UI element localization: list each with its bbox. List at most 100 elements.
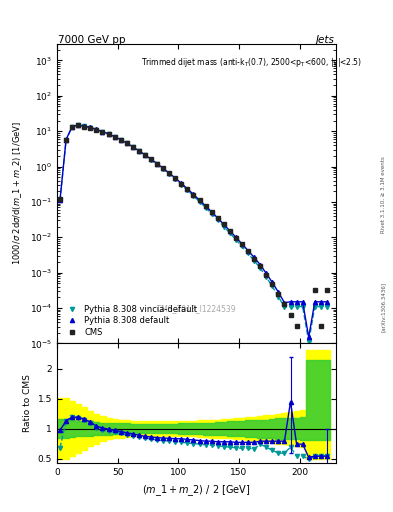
Y-axis label: Ratio to CMS: Ratio to CMS: [23, 374, 32, 432]
Pythia 8.308 vincia-default: [149, 157, 153, 163]
Text: Trimmed dijet mass (anti-k$_{\rm T}$(0.7), 2500<p$_{\rm T}$<600, |y|<2.5): Trimmed dijet mass (anti-k$_{\rm T}$(0.7…: [141, 55, 362, 69]
CMS: [94, 126, 99, 133]
CMS: [307, 358, 311, 364]
Pythia 8.308 vincia-default: [307, 339, 311, 345]
Pythia 8.308 vincia-default: [233, 237, 238, 243]
Pythia 8.308 default: [312, 298, 317, 305]
Pythia 8.308 default: [288, 298, 293, 305]
Pythia 8.308 vincia-default: [161, 166, 165, 172]
X-axis label: $(m\_1 + m\_2)$ / 2 [GeV]: $(m\_1 + m\_2)$ / 2 [GeV]: [142, 483, 251, 498]
Pythia 8.308 default: [233, 234, 238, 240]
Pythia 8.308 default: [215, 215, 220, 221]
CMS: [173, 176, 178, 182]
CMS: [264, 272, 269, 278]
CMS: [325, 287, 329, 293]
Pythia 8.308 vincia-default: [270, 283, 275, 289]
Pythia 8.308 default: [191, 191, 196, 198]
CMS: [233, 234, 238, 241]
Pythia 8.308 default: [130, 144, 135, 150]
Pythia 8.308 vincia-default: [185, 187, 190, 193]
Pythia 8.308 default: [228, 228, 232, 234]
CMS: [270, 281, 275, 287]
Pythia 8.308 vincia-default: [258, 265, 263, 271]
Text: [arXiv:1306.3436]: [arXiv:1306.3436]: [381, 282, 386, 332]
Pythia 8.308 vincia-default: [70, 124, 75, 130]
Pythia 8.308 vincia-default: [282, 304, 287, 310]
Pythia 8.308 default: [252, 254, 257, 261]
CMS: [149, 156, 153, 162]
CMS: [76, 122, 81, 129]
CMS: [318, 323, 323, 329]
CMS: [203, 203, 208, 209]
CMS: [185, 186, 190, 192]
Pythia 8.308 vincia-default: [264, 274, 269, 280]
Pythia 8.308 default: [318, 298, 323, 305]
Pythia 8.308 vincia-default: [167, 171, 172, 177]
Pythia 8.308 vincia-default: [203, 204, 208, 210]
Pythia 8.308 vincia-default: [294, 304, 299, 310]
CMS: [191, 191, 196, 198]
Pythia 8.308 vincia-default: [246, 250, 250, 257]
CMS: [312, 287, 317, 293]
Pythia 8.308 default: [112, 134, 117, 140]
CMS: [82, 123, 86, 130]
Line: Pythia 8.308 vincia-default: Pythia 8.308 vincia-default: [58, 123, 329, 344]
Pythia 8.308 default: [173, 175, 178, 181]
Pythia 8.308 vincia-default: [58, 197, 62, 203]
CMS: [64, 137, 68, 143]
CMS: [70, 124, 75, 130]
Pythia 8.308 default: [94, 126, 99, 133]
CMS: [240, 241, 244, 247]
CMS: [276, 291, 281, 297]
CMS: [112, 134, 117, 140]
CMS: [136, 148, 141, 154]
Text: 7000 GeV pp: 7000 GeV pp: [58, 35, 126, 45]
CMS: [118, 137, 123, 143]
Pythia 8.308 default: [282, 300, 287, 306]
CMS: [252, 255, 257, 262]
Pythia 8.308 vincia-default: [112, 134, 117, 140]
CMS: [100, 129, 105, 135]
Pythia 8.308 vincia-default: [88, 124, 93, 131]
CMS: [58, 196, 62, 202]
Pythia 8.308 default: [203, 203, 208, 209]
CMS: [215, 215, 220, 221]
Pythia 8.308 vincia-default: [143, 153, 147, 159]
Pythia 8.308 default: [70, 123, 75, 130]
Pythia 8.308 vincia-default: [276, 293, 281, 300]
CMS: [294, 323, 299, 329]
Pythia 8.308 vincia-default: [136, 148, 141, 154]
CMS: [167, 170, 172, 177]
Pythia 8.308 default: [185, 186, 190, 192]
Pythia 8.308 default: [246, 247, 250, 253]
Pythia 8.308 default: [143, 152, 147, 158]
Pythia 8.308 default: [221, 221, 226, 227]
Pythia 8.308 vincia-default: [197, 199, 202, 205]
Pythia 8.308 vincia-default: [288, 304, 293, 310]
Pythia 8.308 vincia-default: [215, 217, 220, 223]
CMS: [161, 165, 165, 172]
Y-axis label: $1000/\sigma\;2\mathrm{d}\sigma/\mathrm{d}(m\_1 + m\_2)$ [1/GeV]: $1000/\sigma\;2\mathrm{d}\sigma/\mathrm{…: [11, 121, 24, 265]
CMS: [288, 312, 293, 318]
Pythia 8.308 default: [209, 209, 214, 215]
Pythia 8.308 default: [325, 298, 329, 305]
Pythia 8.308 default: [82, 123, 86, 129]
Pythia 8.308 vincia-default: [191, 193, 196, 199]
CMS: [209, 209, 214, 215]
Pythia 8.308 default: [294, 298, 299, 305]
Pythia 8.308 vincia-default: [221, 224, 226, 230]
Text: CMS_2013_I1224539: CMS_2013_I1224539: [157, 305, 236, 313]
Pythia 8.308 default: [88, 124, 93, 131]
CMS: [221, 221, 226, 227]
Pythia 8.308 vincia-default: [94, 126, 99, 133]
Text: Rivet 3.1.10, ≥ 3.1M events: Rivet 3.1.10, ≥ 3.1M events: [381, 156, 386, 233]
Text: Jets: Jets: [316, 35, 335, 45]
CMS: [106, 131, 111, 137]
Line: CMS: CMS: [58, 123, 329, 364]
Pythia 8.308 default: [106, 131, 111, 137]
Pythia 8.308 vincia-default: [173, 176, 178, 182]
Pythia 8.308 vincia-default: [64, 137, 68, 143]
Pythia 8.308 default: [240, 241, 244, 247]
Pythia 8.308 default: [64, 136, 68, 142]
Pythia 8.308 vincia-default: [124, 140, 129, 146]
